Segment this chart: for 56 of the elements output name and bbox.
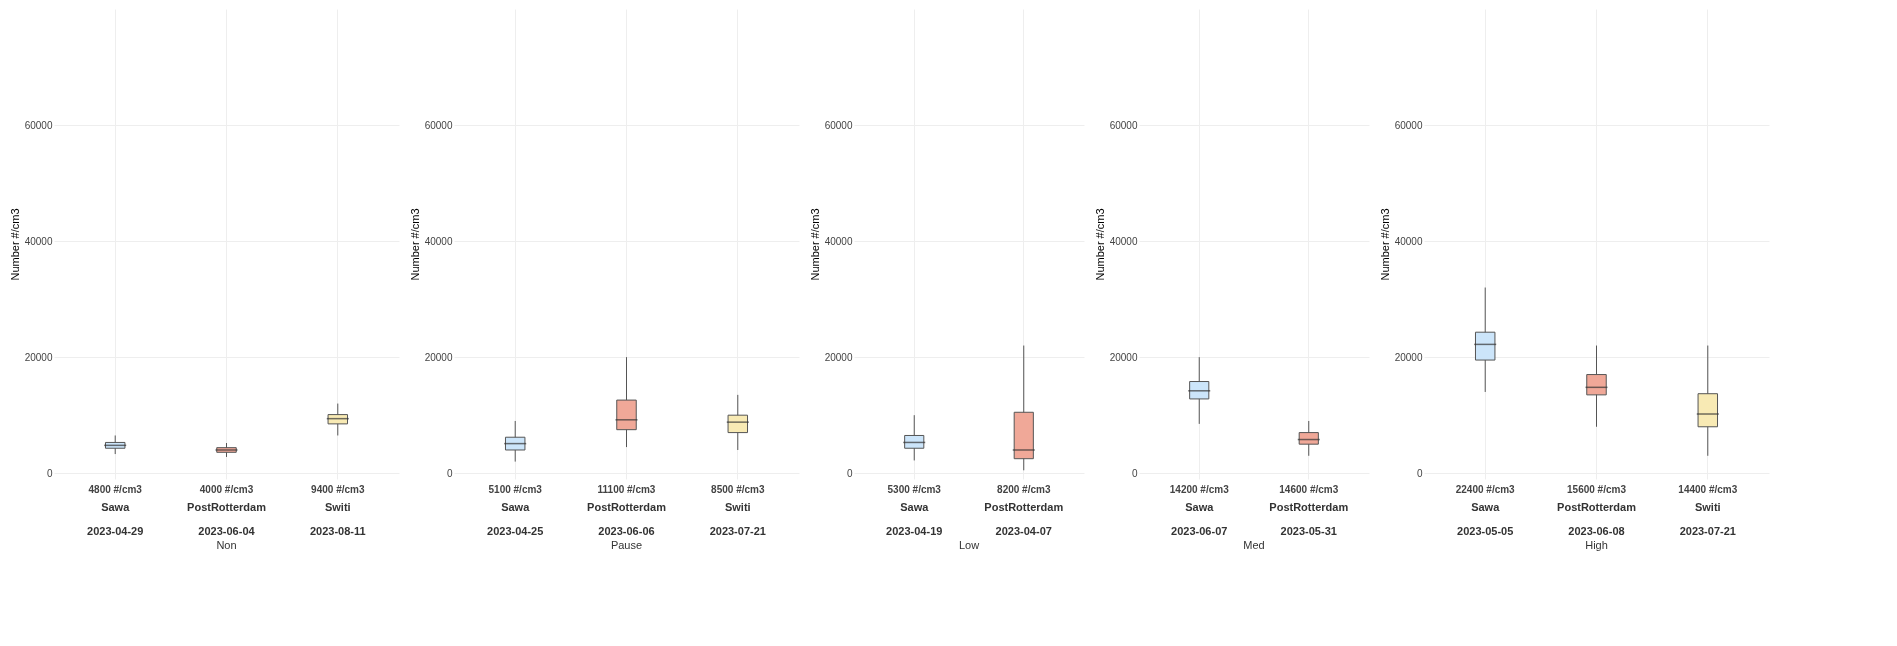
x-tick-label: Sawa 2023-06-07 — [1171, 500, 1228, 537]
y-axis-title: Number #/cm3 — [408, 208, 421, 281]
text: Med — [1243, 539, 1265, 551]
x-tick-label: Sawa 2023-04-19 — [886, 500, 943, 537]
text: 14600 #/cm3 — [1279, 484, 1339, 495]
y-axis-title: Number #/cm3 — [808, 208, 821, 281]
y-tick-label: 60000 — [424, 119, 453, 131]
x-tick-label: Switi 2023-07-21 — [709, 500, 766, 537]
y-tick-label: 40000 — [1394, 235, 1423, 247]
y-tick-label: 0 — [1416, 467, 1423, 479]
y-tick-label: 60000 — [24, 119, 53, 131]
x-tick-label: Switi 2023-07-21 — [1679, 500, 1736, 537]
y-tick-label: 0 — [446, 467, 453, 479]
y-tick-label: 20000 — [824, 351, 853, 363]
y-tick-label: 60000 — [1109, 119, 1138, 131]
y-tick-label: 20000 — [1394, 351, 1423, 363]
text: Low — [958, 539, 980, 551]
y-tick-label: 40000 — [24, 235, 53, 247]
text: Pause — [610, 539, 643, 551]
x-tick-label: PostRotterdam 2023-05-31 — [1269, 500, 1349, 537]
y-tick-label: 60000 — [1394, 119, 1423, 131]
y-tick-label: 0 — [846, 467, 853, 479]
x-tick-label: Switi 2023-08-11 — [309, 500, 366, 537]
text: 4000 #/cm3 — [199, 484, 254, 495]
y-tick-label: 40000 — [1109, 235, 1138, 247]
text: 8500 #/cm3 — [711, 484, 765, 495]
text: 5300 #/cm3 — [887, 484, 942, 495]
x-tick-label: PostRotterdam 2023-06-04 — [187, 500, 267, 537]
text: Non — [216, 539, 237, 551]
text: 22400 #/cm3 — [1455, 484, 1516, 495]
text: 11100 #/cm3 — [597, 484, 656, 495]
text: 14200 #/cm3 — [1169, 484, 1230, 495]
y-tick-label: 20000 — [424, 351, 453, 363]
x-tick-label: PostRotterdam 2023-06-08 — [1557, 500, 1637, 537]
x-tick-label: Sawa 2023-04-29 — [87, 500, 144, 537]
y-tick-label: 40000 — [824, 235, 853, 247]
text: 8200 #/cm3 — [997, 484, 1051, 495]
y-tick-label: 40000 — [424, 235, 453, 247]
x-tick-label: Sawa 2023-04-25 — [487, 500, 544, 537]
x-tick-label: PostRotterdam 2023-06-06 — [587, 500, 667, 537]
y-tick-label: 20000 — [24, 351, 53, 363]
y-tick-label: 60000 — [824, 119, 853, 131]
text: 5100 #/cm3 — [488, 484, 543, 495]
y-tick-label: 0 — [46, 467, 53, 479]
y-axis-title: Number #/cm3 — [1378, 208, 1391, 281]
y-axis-title: Number #/cm3 — [8, 208, 21, 281]
y-tick-label: 0 — [1131, 467, 1138, 479]
text: High — [1585, 539, 1608, 551]
x-tick-label: Sawa 2023-05-05 — [1457, 500, 1514, 537]
text: 15600 #/cm3 — [1567, 484, 1627, 495]
y-axis-title: Number #/cm3 — [1093, 208, 1106, 281]
text: 4800 #/cm3 — [88, 484, 143, 495]
y-tick-label: 20000 — [1109, 351, 1138, 363]
text: 9400 #/cm3 — [311, 484, 365, 495]
x-tick-label: PostRotterdam 2023-04-07 — [984, 500, 1064, 537]
text: 14400 #/cm3 — [1678, 484, 1738, 495]
